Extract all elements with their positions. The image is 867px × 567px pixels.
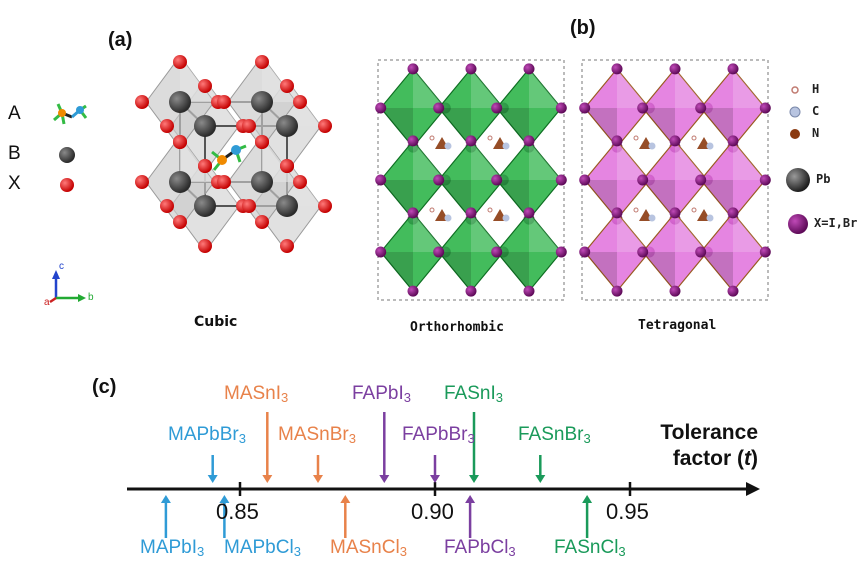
legend-h-label: H — [812, 82, 820, 96]
tick-label: 0.95 — [606, 499, 649, 524]
legend-pb-icon — [786, 168, 810, 192]
compound-formula: FAPbCl — [444, 537, 509, 558]
caption-cubic: Cubic — [194, 314, 238, 330]
compound-arrowhead — [313, 475, 323, 483]
compound-subscript: 3 — [583, 431, 591, 446]
axis-triad-icon — [49, 270, 86, 304]
compound-label: MAPbBr3 — [168, 424, 246, 446]
compound-label: MASnBr3 — [278, 424, 356, 446]
compound-subscript: 3 — [495, 390, 503, 405]
compound-label: MASnCl3 — [330, 537, 407, 559]
compound-arrowhead — [160, 495, 171, 503]
compound-arrowhead — [430, 475, 440, 483]
legend-c-label: C — [812, 104, 820, 118]
tolerance-title-line2: factor (t) — [640, 446, 758, 472]
compound-arrowhead — [535, 475, 546, 483]
compound-subscript: 3 — [348, 431, 356, 446]
compound-arrowhead — [340, 495, 351, 503]
legend-n-icon — [790, 129, 800, 139]
orthorhombic-structure — [375, 59, 567, 301]
compound-arrowhead — [219, 495, 230, 503]
compound-arrowhead — [262, 475, 273, 483]
compound-label: MAPbI3 — [140, 537, 204, 559]
compound-subscript: 3 — [197, 544, 205, 559]
caption-tetragonal: Tetragonal — [638, 318, 717, 333]
axis-c-label: c — [59, 261, 64, 272]
compound-arrowhead — [379, 475, 390, 483]
compound-label: FAPbCl3 — [444, 537, 516, 559]
tick-label: 0.85 — [216, 499, 259, 524]
compound-subscript: 3 — [281, 390, 289, 405]
legend-x-sphere-icon — [60, 178, 74, 192]
tick-label: 0.90 — [411, 499, 454, 524]
compound-formula: FASnI — [444, 383, 496, 404]
tolerance-title-factor: factor ( — [672, 447, 744, 470]
cubic-structure — [135, 55, 332, 253]
legend-h-icon — [791, 86, 799, 94]
compound-formula: MAPbCl — [224, 537, 294, 558]
compound-formula: FAPbBr — [402, 424, 468, 445]
compound-subscript: 3 — [238, 431, 246, 446]
compound-subscript: 3 — [467, 431, 475, 446]
tolerance-title-paren: ) — [751, 447, 758, 470]
tolerance-axis — [127, 412, 760, 538]
compound-subscript: 3 — [293, 544, 301, 559]
compound-formula: MAPbI — [140, 537, 198, 558]
legend-x-halide-icon — [788, 214, 808, 234]
compound-label: FASnI3 — [444, 383, 503, 405]
compound-arrowhead — [469, 475, 479, 483]
compound-label: FAPbBr3 — [402, 424, 475, 446]
tolerance-title-line1: Tolerance — [660, 421, 758, 444]
panel-label-b: (b) — [570, 17, 596, 39]
legend-b-sphere-icon — [59, 147, 75, 163]
legend-a-label: A — [8, 103, 21, 124]
compound-formula: MASnI — [224, 383, 282, 404]
compound-label: FASnBr3 — [518, 424, 591, 446]
compound-arrowhead — [207, 475, 218, 483]
compound-arrowhead — [465, 495, 476, 503]
tolerance-factor-title: Tolerance factor (t) — [640, 420, 758, 472]
compound-subscript: 3 — [403, 390, 411, 405]
compound-subscript: 3 — [618, 544, 626, 559]
compound-formula: MAPbBr — [168, 424, 239, 445]
compound-label: MASnI3 — [224, 383, 288, 405]
legend-x-label: X — [8, 173, 21, 194]
legend-c-icon — [789, 106, 801, 118]
legend-pb-label: Pb — [816, 172, 831, 186]
legend-n-label: N — [812, 126, 820, 140]
tolerance-title-variable: t — [744, 447, 751, 470]
compound-formula: MASnBr — [278, 424, 349, 445]
panel-label-c: (c) — [92, 376, 117, 398]
compound-subscript: 3 — [399, 544, 407, 559]
compound-arrowhead — [582, 495, 593, 503]
panel-label-a: (a) — [108, 29, 133, 51]
compound-label: FAPbI3 — [352, 383, 411, 405]
legend-halide-label: X=I,Br — [814, 216, 858, 230]
legend-b-label: B — [8, 143, 21, 164]
axis-a-label: a — [44, 297, 50, 308]
compound-label: MAPbCl3 — [224, 537, 301, 559]
compound-label: FASnCl3 — [554, 537, 626, 559]
axis-b-label: b — [88, 292, 94, 303]
compound-subscript: 3 — [508, 544, 516, 559]
tetragonal-structure — [579, 59, 771, 301]
compound-formula: MASnCl — [330, 537, 400, 558]
legend-a-molecule-icon — [53, 103, 88, 125]
compound-formula: FASnBr — [518, 424, 584, 445]
compound-formula: FAPbI — [352, 383, 404, 404]
caption-orthorhombic: Orthorhombic — [410, 320, 504, 335]
compound-formula: FASnCl — [554, 537, 619, 558]
